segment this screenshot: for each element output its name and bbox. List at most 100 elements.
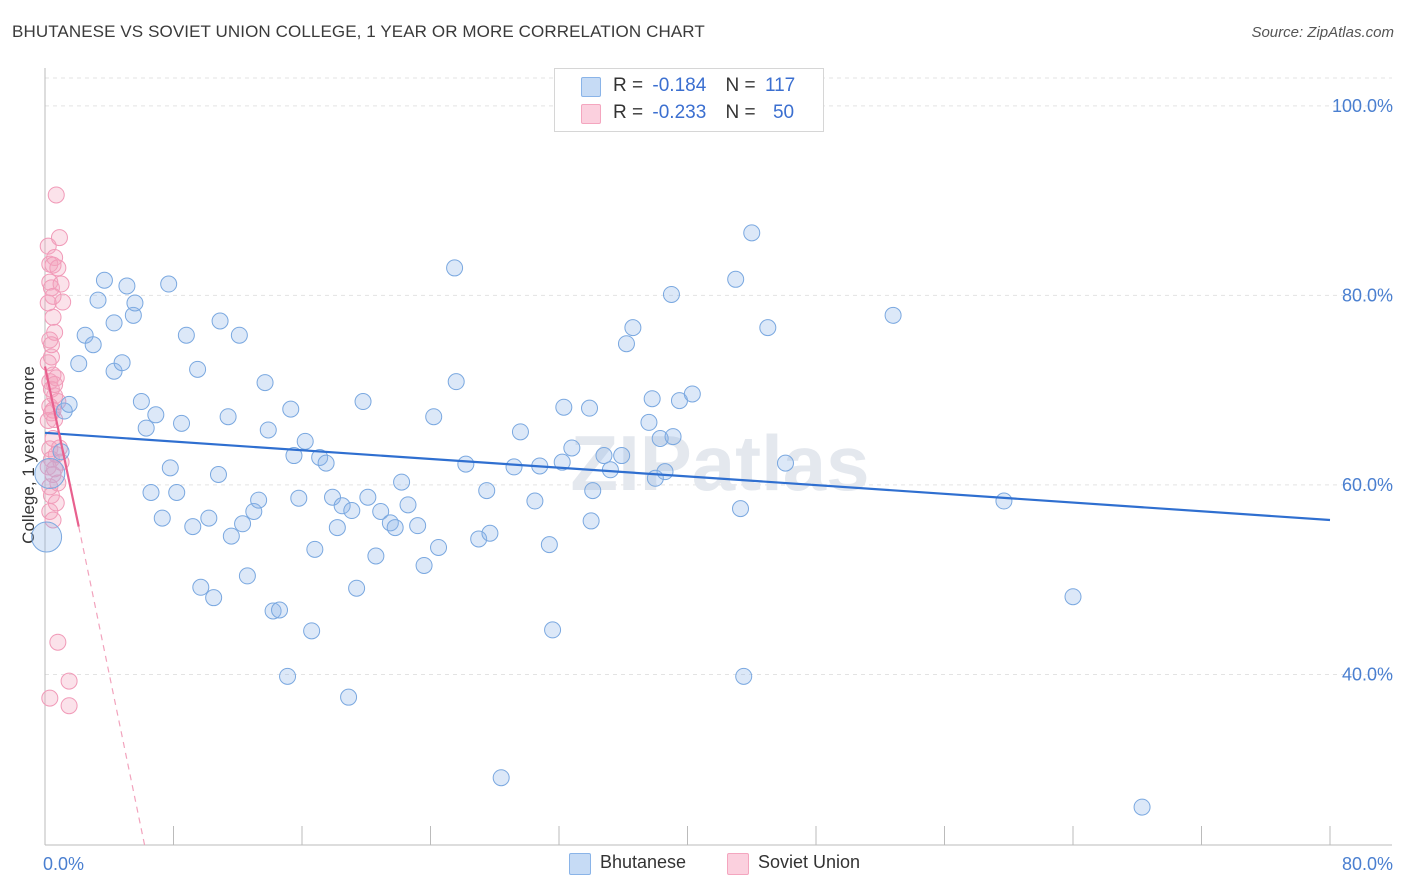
bhutanese-point — [732, 500, 750, 518]
bhutanese-point — [656, 463, 674, 481]
soviet-point — [42, 348, 60, 366]
bhutanese-point — [727, 270, 745, 288]
bhutanese-point — [118, 277, 136, 295]
soviet-point — [47, 494, 65, 512]
bhutanese-point — [31, 521, 63, 553]
soviet-point — [41, 689, 59, 707]
bhutanese-point — [393, 473, 411, 491]
bhutanese-point — [662, 285, 680, 303]
bhutanese-point — [425, 408, 443, 426]
bhutanese-point — [192, 578, 210, 596]
bhutanese-point — [526, 492, 544, 510]
bhutanese-point — [290, 489, 308, 507]
bhutanese-point — [470, 530, 488, 548]
bhutanese-point — [478, 482, 496, 500]
bhutanese-point — [640, 413, 658, 431]
bhutanese-point — [884, 306, 902, 324]
soviet-point — [44, 256, 62, 274]
bhutanese-point — [137, 419, 155, 437]
bhutanese-point — [1064, 588, 1082, 606]
bhutanese-point — [168, 484, 186, 502]
bhutanese-point — [259, 421, 277, 439]
bhutanese-point — [446, 259, 464, 277]
bhutanese-point — [105, 314, 123, 332]
soviet-point — [50, 229, 68, 247]
bhutanese-point — [209, 466, 227, 484]
gridlines — [45, 77, 1392, 675]
trend-lines — [43, 366, 1331, 846]
soviet-trend-extension — [78, 526, 146, 846]
soviet-swatch — [727, 853, 749, 875]
soviet-point — [60, 697, 78, 715]
bhutanese-point — [582, 512, 600, 530]
bhutanese-point — [184, 518, 202, 536]
soviet-point — [44, 287, 62, 305]
bhutanese-point — [200, 509, 218, 527]
bhutanese-point — [256, 374, 274, 392]
bhutanese-point — [113, 354, 131, 372]
bhutanese-point — [664, 428, 682, 446]
bhutanese-point — [343, 502, 361, 520]
bhutanese-point — [285, 447, 303, 465]
legend-r-value: -0.233 — [652, 102, 707, 123]
bhutanese-point — [89, 291, 107, 309]
soviet-point — [49, 474, 67, 492]
bhutanese-point — [372, 502, 390, 520]
bhutanese-point — [399, 496, 417, 514]
bhutanese-point — [160, 275, 178, 293]
bhutanese-point — [540, 536, 558, 554]
bhutanese-point — [555, 398, 573, 416]
bhutanese-point — [296, 432, 314, 450]
bhutanese-point — [381, 514, 399, 532]
bhutanese-point — [142, 484, 160, 502]
soviet-point — [47, 186, 65, 204]
bhutanese-trend-line — [44, 431, 1331, 522]
bhutanese-point — [624, 319, 642, 337]
bhutanese-point — [651, 429, 669, 447]
bhutanese-point — [70, 355, 88, 373]
bhutanese-point — [359, 488, 377, 506]
bhutanese-point — [584, 482, 602, 500]
legend-n-value: 117 — [764, 75, 796, 96]
bhutanese-point — [147, 406, 165, 424]
bhutanese-point — [282, 400, 300, 418]
soviet-point — [44, 511, 62, 529]
bhutanese-point — [595, 447, 613, 465]
bhutanese-point — [177, 326, 195, 344]
axes — [44, 68, 1392, 846]
bhutanese-point — [409, 517, 427, 535]
bhutanese-point — [230, 326, 248, 344]
bhutanese-point — [367, 547, 385, 565]
soviet-point — [49, 259, 67, 277]
chart-title: BHUTANESE VS SOVIET UNION COLLEGE, 1 YEA… — [12, 22, 705, 41]
bhutanese-point — [311, 448, 329, 466]
y-tick-label: 80.0% — [1342, 285, 1393, 305]
soviet-point — [49, 633, 67, 651]
bhutanese-point — [553, 453, 571, 471]
bhutanese-point — [245, 502, 263, 520]
bhutanese-point — [264, 602, 282, 620]
bhutanese-point — [430, 538, 448, 556]
legend-n-value: 50 — [772, 102, 795, 123]
soviet-point — [54, 293, 72, 311]
bhutanese-point — [743, 224, 761, 242]
bhutanese-point — [317, 454, 335, 472]
soviet-point — [52, 275, 70, 293]
legend-n-label: N = — [725, 102, 756, 123]
soviet-point — [41, 440, 59, 458]
bhutanese-point — [447, 373, 465, 391]
bhutanese-point — [1133, 798, 1151, 816]
bhutanese-point — [340, 688, 358, 706]
soviet-point — [44, 308, 62, 326]
bhutanese-point — [234, 515, 252, 533]
bhutanese-point — [132, 393, 150, 411]
soviet-point — [42, 336, 60, 354]
bhutanese-point — [415, 556, 433, 574]
soviet-point — [41, 502, 59, 520]
bhutanese-point — [279, 667, 297, 685]
correlation-legend: R = -0.184 N = 117 R = -0.233 N = 50 — [554, 68, 824, 132]
bhutanese-point — [492, 769, 510, 787]
bhutanese-point — [613, 447, 631, 465]
y-tick-label: 40.0% — [1342, 664, 1393, 684]
